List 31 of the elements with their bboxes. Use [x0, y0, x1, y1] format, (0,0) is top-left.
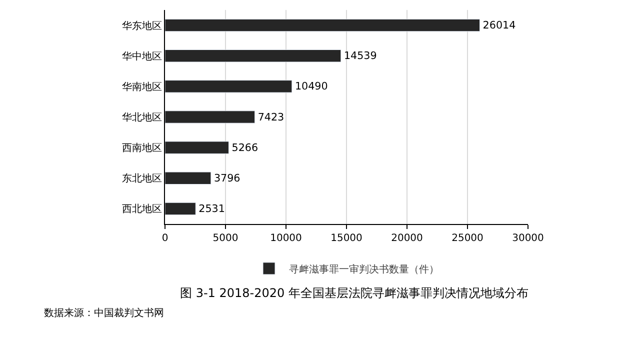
- x-tick-label: 5000: [212, 233, 238, 244]
- data-label: 3796: [214, 172, 240, 184]
- x-tick-label: 25000: [452, 233, 484, 244]
- y-tick-label: 西北地区: [122, 203, 162, 216]
- y-tick-label: 华南地区: [122, 80, 162, 93]
- x-tick-label: 20000: [391, 233, 423, 244]
- x-tick-label: 30000: [512, 233, 544, 244]
- bar: [165, 141, 229, 154]
- bar: [165, 110, 256, 124]
- y-tick-label: 华中地区: [122, 50, 162, 62]
- x-tick-label: 0: [162, 233, 168, 244]
- legend-label: 寻衅滋事罪一审判决书数量（件）: [289, 263, 439, 276]
- data-label: 2531: [198, 203, 225, 216]
- x-tick-label: 15000: [330, 233, 362, 244]
- bar: [165, 18, 480, 32]
- x-tick-label: 10000: [270, 233, 302, 244]
- data-label: 10490: [294, 80, 328, 93]
- text: 图 3-1 2018-2020 年全国基层法院寻衅滋事罪判决情况地域分布: [180, 286, 528, 300]
- bar: [165, 172, 212, 185]
- y-tick-label: 华东地区: [122, 20, 162, 32]
- bar: [165, 80, 292, 93]
- bar: [165, 202, 196, 216]
- y-tick-label: 西南地区: [122, 142, 162, 154]
- bar: [165, 49, 342, 62]
- y-tick-label: 东北地区: [122, 172, 162, 185]
- source-note: 数据来源：中国裁判文书网: [44, 307, 164, 319]
- data-label: 14539: [344, 50, 377, 62]
- data-label: 26014: [482, 20, 516, 32]
- data-label: 7423: [258, 111, 284, 124]
- y-tick-label: 华北地区: [122, 112, 162, 124]
- data-label: 5266: [232, 142, 258, 154]
